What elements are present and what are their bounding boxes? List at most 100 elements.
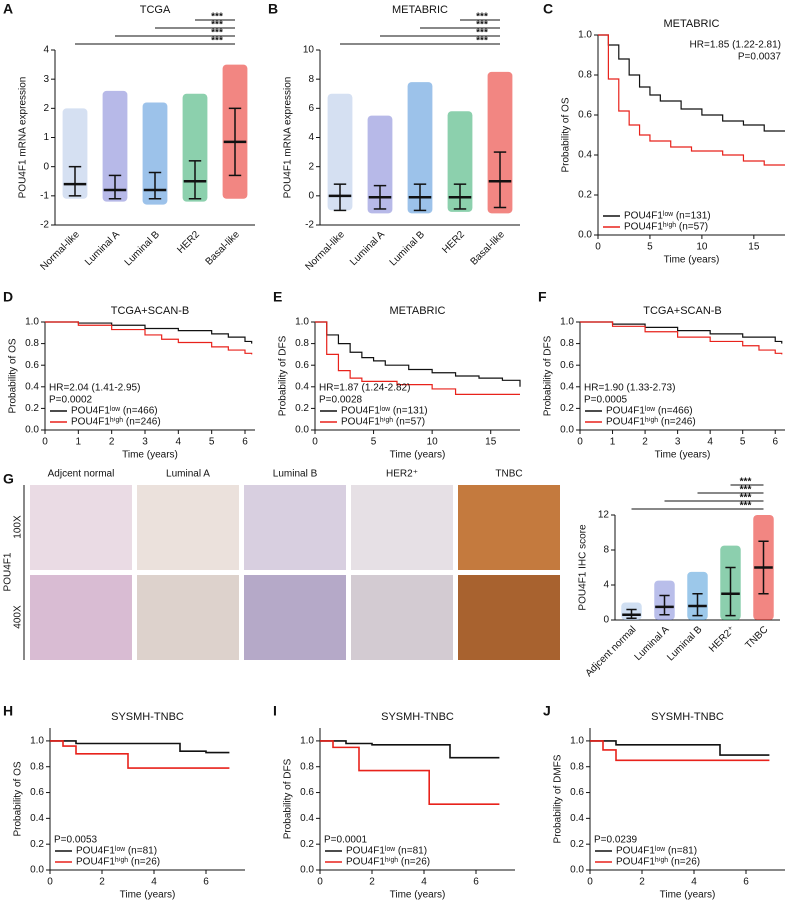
- chart-title: SYSMH-TNBC: [111, 711, 184, 723]
- x-tick-label: 0: [42, 437, 48, 448]
- y-tick-label: 0.0: [300, 865, 314, 876]
- significance-label: ***: [211, 12, 223, 23]
- significance-label: ***: [740, 493, 752, 504]
- x-tick-label: 5: [647, 242, 653, 253]
- y-tick-label: 10: [303, 45, 315, 56]
- panel-letter: J: [543, 703, 551, 719]
- x-tick-label: Normal-like: [38, 229, 82, 273]
- y-tick-label: 4: [43, 45, 49, 56]
- x-tick-label: HER2: [175, 229, 202, 256]
- annotation: P=0.0239: [594, 835, 638, 846]
- point-cloud: [487, 71, 513, 214]
- x-axis-label: Time (years): [390, 890, 446, 901]
- y-tick-label: 3: [43, 74, 49, 85]
- legend-label: POU4F1ʰⁱᵍʰ (n=26): [616, 857, 700, 868]
- x-axis-label: Time (years): [664, 255, 720, 266]
- y-axis-label: Probability of DFS: [278, 335, 289, 416]
- y-axis-label: Probability of DFS: [543, 335, 554, 416]
- x-tick-label: 0: [587, 877, 593, 888]
- legend-label: POU4F1ˡᵒʷ (n=81): [76, 846, 157, 857]
- x-tick-label: 2: [642, 437, 648, 448]
- y-tick-label: 0: [43, 161, 49, 172]
- y-tick-label: 0.0: [25, 425, 39, 436]
- survival-curve: [50, 740, 230, 769]
- x-tick-label: 5: [209, 437, 215, 448]
- image: [244, 575, 346, 660]
- x-axis-label: Time (years): [655, 450, 711, 461]
- y-tick-label: 0.8: [300, 761, 314, 772]
- panel-letter: B: [268, 1, 278, 17]
- x-axis-label: Time (years): [122, 450, 178, 461]
- x-tick-label: Luminal B: [388, 229, 427, 268]
- y-tick-label: 0.4: [570, 813, 584, 824]
- row-label: 100X: [13, 515, 24, 539]
- x-tick-label: 2: [109, 437, 115, 448]
- y-tick-label: 0.0: [578, 230, 592, 241]
- x-axis-label: Time (years): [390, 450, 446, 461]
- y-tick-label: 0.4: [25, 381, 39, 392]
- y-tick-label: 1.0: [25, 317, 39, 328]
- image: [351, 575, 453, 660]
- y-tick-label: 0.8: [25, 338, 39, 349]
- y-tick-label: 0: [308, 190, 314, 201]
- x-tick-label: 5: [371, 437, 377, 448]
- y-tick-label: 1: [43, 132, 49, 143]
- x-tick-label: Adjcent normal: [584, 624, 639, 679]
- y-tick-label: 1.0: [295, 317, 309, 328]
- survival-curve: [50, 740, 230, 754]
- x-tick-label: 10: [696, 242, 708, 253]
- x-tick-label: 5: [740, 437, 746, 448]
- panel-letter: I: [273, 703, 277, 719]
- legend-label: POU4F1ʰⁱᵍʰ (n=57): [341, 417, 425, 428]
- panel-letter: A: [3, 1, 13, 17]
- column-label: TNBC: [495, 469, 522, 480]
- y-tick-label: 0.6: [560, 360, 574, 371]
- y-tick-label: 12: [598, 510, 610, 521]
- x-axis-label: Time (years): [120, 890, 176, 901]
- y-tick-label: 0.2: [30, 839, 44, 850]
- y-tick-label: 0.8: [560, 338, 574, 349]
- significance-label: ***: [476, 36, 488, 47]
- y-tick-label: 2: [43, 103, 49, 114]
- y-tick-label: 0.6: [578, 110, 592, 121]
- x-tick-label: 4: [707, 437, 713, 448]
- y-tick-label: -2: [40, 220, 49, 231]
- legend-label: POU4F1ʰⁱᵍʰ (n=26): [76, 857, 160, 868]
- row-label: 400X: [13, 605, 24, 629]
- y-axis-label: POU4F1 mRNA expression: [283, 77, 294, 199]
- image: [137, 485, 239, 570]
- annotation: P=0.0001: [324, 835, 368, 846]
- y-tick-label: 0.8: [295, 338, 309, 349]
- survival-curve: [315, 321, 520, 395]
- column-label: HER2⁺: [386, 469, 418, 480]
- point-cloud: [102, 90, 128, 202]
- panel-letter: H: [3, 703, 13, 719]
- y-tick-label: 0.0: [295, 425, 309, 436]
- x-tick-label: 10: [427, 437, 439, 448]
- x-tick-label: TNBC: [743, 624, 770, 651]
- x-tick-label: 3: [142, 437, 148, 448]
- y-axis-label: POU4F1 IHC score: [578, 524, 589, 611]
- survival-curve: [320, 740, 500, 759]
- x-tick-label: 1: [76, 437, 82, 448]
- image: [458, 575, 560, 660]
- survival-curve: [590, 740, 770, 756]
- image: [458, 485, 560, 570]
- y-tick-label: 0.4: [295, 381, 309, 392]
- chart-title: TCGA+SCAN-B: [111, 305, 190, 317]
- x-axis-label: Time (years): [660, 890, 716, 901]
- chart-title: METABRIC: [392, 4, 448, 16]
- significance-label: ***: [476, 20, 488, 31]
- x-tick-label: 6: [473, 877, 479, 888]
- y-tick-label: 0.6: [295, 360, 309, 371]
- legend-label: POU4F1ˡᵒʷ (n=81): [346, 846, 427, 857]
- y-tick-label: 1.0: [30, 736, 44, 747]
- y-tick-label: 0.6: [30, 787, 44, 798]
- significance-label: ***: [740, 501, 752, 512]
- y-tick-label: 4: [603, 580, 609, 591]
- y-tick-label: 1.0: [300, 736, 314, 747]
- y-tick-label: 0.0: [560, 425, 574, 436]
- legend-label: POU4F1ʰⁱᵍʰ (n=57): [624, 222, 708, 233]
- survival-curve: [45, 321, 253, 344]
- legend-label: POU4F1ˡᵒʷ (n=466): [606, 406, 693, 417]
